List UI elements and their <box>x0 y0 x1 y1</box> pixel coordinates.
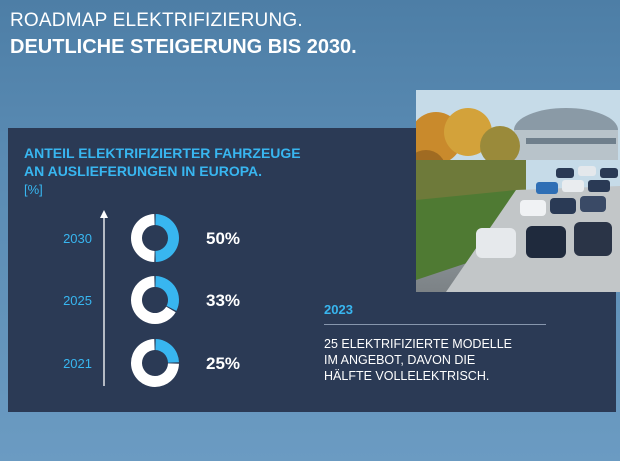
year-label-2025: 2025 <box>63 293 92 308</box>
info-year: 2023 <box>324 302 353 317</box>
donut-share-2025 <box>155 276 179 311</box>
chart-unit: [%] <box>24 182 43 197</box>
chart-title-line2: AN AUSLIEFERUNGEN IN EUROPA. <box>24 163 263 179</box>
donut-share-2021 <box>155 339 179 363</box>
info-text-line2: IM ANGEBOT, DAVON DIE <box>324 353 476 367</box>
donut-rest-2025 <box>131 276 176 324</box>
page-title: ROADMAP ELEKTRIFIZIERUNG. <box>10 10 303 31</box>
parked-cars-photo <box>416 90 620 292</box>
donut-rest-2021 <box>130 339 179 388</box>
donut-rest-2030 <box>131 214 155 262</box>
info-divider <box>324 324 546 325</box>
info-text: 25 ELEKTRIFIZIERTE MODELLE IM ANGEBOT, D… <box>324 336 564 384</box>
value-label-2030: 50% <box>206 229 241 248</box>
donut-share-2030 <box>155 214 179 262</box>
value-label-2021: 25% <box>206 354 241 373</box>
info-text-line1: 25 ELEKTRIFIZIERTE MODELLE <box>324 337 513 351</box>
value-label-2025: 33% <box>206 291 241 310</box>
page-subtitle: DEUTLICHE STEIGERUNG BIS 2030. <box>10 36 357 58</box>
chart-title-line1: ANTEIL ELEKTRIFIZIERTER FAHRZEUGE <box>24 145 301 161</box>
info-text-line3: HÄLFTE VOLLELEKTRISCH. <box>324 369 490 383</box>
year-label-2021: 2021 <box>63 356 92 371</box>
year-label-2030: 2030 <box>63 231 92 246</box>
